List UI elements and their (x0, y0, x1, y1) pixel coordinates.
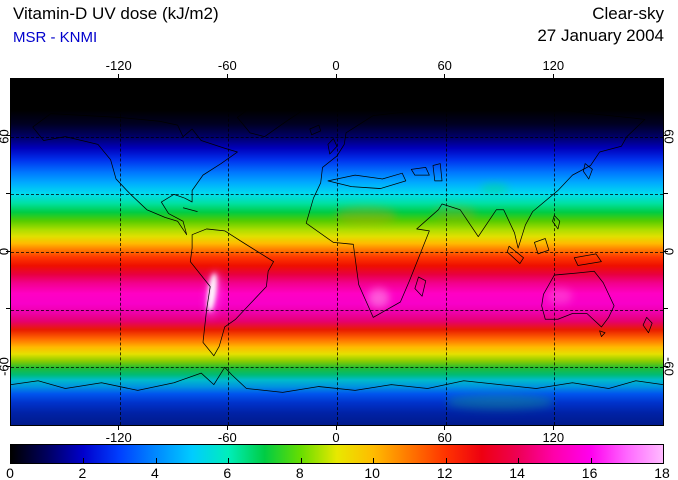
axis-tick (664, 365, 668, 367)
axis-tick (226, 426, 228, 430)
map-overlay-svg (11, 93, 663, 410)
colorbar-tick (300, 458, 302, 463)
source-label: MSR - KNMI (13, 29, 98, 46)
axis-tick (664, 308, 668, 310)
southern-africa-bright-area (367, 288, 390, 308)
colorbar-tick (83, 458, 85, 463)
mediterranean-outline (327, 172, 407, 189)
new-guinea-outline (573, 253, 602, 266)
axis-tick (664, 192, 668, 194)
axis-tick (444, 426, 446, 430)
colorbar-tick (445, 458, 447, 463)
lon-tick-label-top: 0 (332, 58, 340, 73)
axis-tick (6, 135, 10, 137)
british-isles-outline (327, 138, 338, 155)
lon-tick-label-top: -120 (105, 58, 132, 73)
colorbar-tick-label: 6 (223, 465, 232, 480)
colorbar-tick (518, 458, 520, 463)
colorbar-tick-label: 10 (364, 465, 380, 480)
borneo-outline (534, 238, 550, 255)
axis-tick (664, 250, 668, 252)
axis-tick (335, 74, 337, 78)
japan-outline (582, 163, 593, 180)
lon-tick-label-top: 60 (437, 58, 452, 73)
axis-tick (664, 135, 668, 137)
axis-tick (6, 365, 10, 367)
lon-tick-label-bottom: 60 (437, 430, 452, 445)
madagascar-outline (414, 276, 427, 297)
gridline-lat-60 (11, 136, 663, 138)
colorbar-tick-label: 8 (295, 465, 304, 480)
lon-tick-label-bottom: 120 (542, 430, 565, 445)
lon-tick-label-top: 120 (542, 58, 565, 73)
lon-tick-label-bottom: 0 (332, 430, 340, 445)
eurasia-africa-outline (305, 103, 646, 318)
andes-white-maximum (207, 273, 217, 312)
colorbar-tick-label: 16 (581, 465, 598, 480)
colorbar-tick-label: 14 (509, 465, 525, 480)
axis-tick (226, 74, 228, 78)
sumatra-outline (506, 245, 524, 264)
axis-tick (6, 250, 10, 252)
tasmania-outline (599, 330, 606, 337)
colorbar (10, 444, 664, 464)
black-sea-outline (410, 167, 430, 176)
iceland-outline (309, 124, 322, 136)
australia-outline (541, 270, 615, 328)
north-america-outline (32, 113, 238, 236)
coastlines (11, 93, 663, 393)
axis-tick (118, 74, 120, 78)
gridline-lat-0 (11, 252, 663, 253)
condition-label: Clear-sky (592, 4, 664, 23)
greenland-outline (237, 93, 302, 138)
gridline-lat-30 (11, 194, 663, 196)
axis-tick (552, 426, 554, 430)
page-title: Vitamin-D UV dose (kJ/m2) (13, 4, 219, 23)
axis-tick (552, 74, 554, 78)
colorbar-tick (228, 458, 230, 463)
colorbar-tick (155, 458, 157, 463)
cuba-outline (182, 207, 198, 213)
philippines-outline (552, 215, 561, 230)
lon-tick-label-bottom: -60 (217, 430, 237, 445)
date-label: 27 January 2004 (537, 26, 664, 45)
colorbar-tick-label: 12 (436, 465, 453, 480)
antarctica-coast-outline (11, 366, 663, 393)
gridline-lat--30 (11, 309, 663, 311)
caspian-sea-outline (432, 163, 443, 182)
colorbar-tick (373, 458, 375, 463)
colorbar-tick-label: 2 (78, 465, 87, 480)
antarctica-green-patch (445, 394, 555, 410)
colorbar-tick-label: 4 (150, 465, 159, 480)
tibet-green-patch (480, 183, 510, 194)
world-map (10, 78, 664, 426)
axis-tick (6, 308, 10, 310)
lon-tick-label-top: -60 (217, 58, 237, 73)
australia-bright-area (547, 288, 573, 304)
colorbar-tick-label: 0 (6, 465, 14, 480)
axis-tick (118, 426, 120, 430)
colorbar-tick (590, 458, 592, 463)
axis-tick (6, 192, 10, 194)
gridline-lat--60 (11, 367, 663, 369)
axis-tick (335, 426, 337, 430)
new-zealand-outline (642, 316, 653, 334)
lon-tick-label-bottom: -120 (105, 430, 132, 445)
sahara-tint (335, 206, 397, 225)
axis-tick (444, 74, 446, 78)
colorbar-tick-label: 18 (654, 465, 670, 480)
south-america-outline (189, 228, 274, 357)
